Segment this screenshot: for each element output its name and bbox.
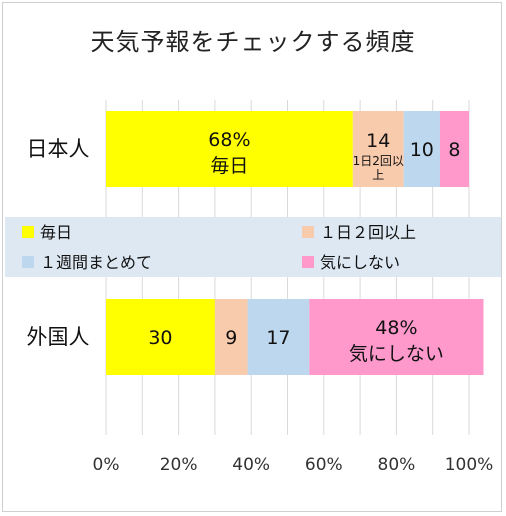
bar-segment — [247, 299, 310, 375]
data-label: 68% — [208, 129, 250, 151]
data-sublabel: 1日2回以 — [353, 154, 404, 168]
legend-background — [5, 217, 501, 277]
data-label: 30 — [148, 327, 172, 349]
legend-swatch — [22, 226, 34, 238]
x-tick-label: 20% — [160, 455, 198, 475]
data-label: 14 — [366, 130, 390, 152]
x-tick-label: 60% — [305, 455, 343, 475]
data-label: 48% — [375, 317, 417, 339]
x-axis-tick-labels: 0% 20% 40% 60% 80% 100% — [93, 455, 494, 475]
bar-segment — [439, 111, 469, 187]
legend-label: 気にしない — [320, 253, 400, 272]
bar-segment — [106, 299, 215, 375]
data-sublabel: 毎日 — [210, 155, 248, 177]
bar-segment — [403, 111, 440, 187]
x-tick-label: 0% — [93, 455, 120, 475]
bar-segment — [214, 299, 248, 375]
category-label: 外国人 — [27, 325, 90, 349]
data-label: 8 — [448, 139, 460, 161]
legend-label: １日２回以上 — [320, 223, 416, 242]
bars: 68% 毎日 14 1日2回以上 10 8 30 9 17 48% 気にしない — [106, 111, 484, 375]
category-label: 日本人 — [27, 137, 90, 161]
chart-frame — [2, 2, 502, 512]
legend-swatch — [302, 226, 314, 238]
data-sublabel: 上 — [372, 168, 384, 182]
x-tick-label: 40% — [232, 455, 270, 475]
data-label: 9 — [225, 327, 237, 349]
data-sublabel: 気にしない — [349, 343, 444, 365]
x-tick-label: 80% — [378, 455, 416, 475]
bar-segment — [309, 299, 484, 375]
data-label: 10 — [410, 139, 434, 161]
legend-swatch — [22, 256, 34, 268]
legend-box — [5, 217, 501, 277]
chart-title: 天気予報をチェックする頻度 — [90, 28, 416, 56]
bar-segment — [352, 111, 404, 187]
bar-segment — [106, 111, 353, 187]
legend: 毎日 １日２回以上 １週間まとめて 気にしない — [22, 223, 416, 272]
legend-label: １週間まとめて — [40, 253, 152, 272]
legend-swatch — [302, 256, 314, 268]
x-tick-label: 100% — [445, 455, 494, 475]
legend-label: 毎日 — [40, 223, 72, 242]
data-label: 17 — [266, 327, 290, 349]
